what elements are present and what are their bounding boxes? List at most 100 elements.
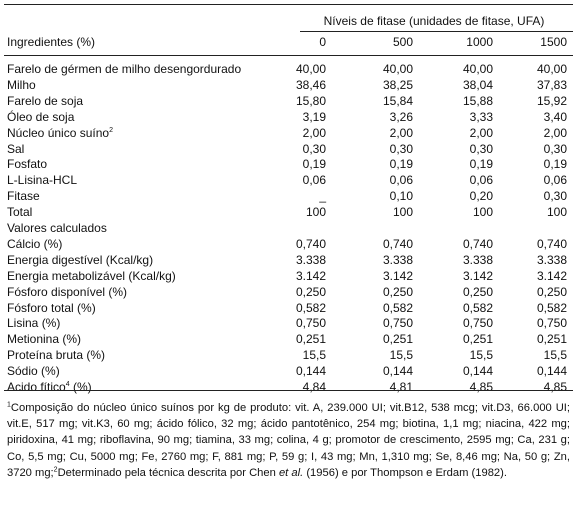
table-cell: 3,33: [469, 109, 493, 124]
row-label-text: Milho: [7, 77, 36, 92]
table-row: Lisina (%) 0,750 0,750 0,750 0,750: [0, 316, 577, 331]
table-cell: 0,251: [295, 332, 326, 347]
table-cell: 2,00: [302, 125, 326, 140]
row-label: Cálcio (%): [7, 237, 62, 252]
row-label: Farelo de gérmen de milho desengordurado: [7, 62, 241, 77]
table-cell: 15,5: [389, 348, 413, 363]
row-label-superscript: 4: [65, 381, 70, 388]
table-cell: 3.142: [462, 268, 493, 283]
table-cell: 0,740: [382, 236, 413, 251]
row-label-text: Metionina (%): [7, 332, 82, 347]
table-cell: 0,06: [302, 173, 326, 188]
table-cell: 0,06: [389, 173, 413, 188]
column-header-0: 0: [319, 35, 326, 49]
table-cell: 2,00: [389, 125, 413, 140]
row-label: Fósforo disponível (%): [7, 285, 127, 300]
row-label-text: Fitase: [7, 189, 40, 204]
table-cell: 3,40: [543, 109, 567, 124]
header-bottom-rule: [4, 55, 573, 56]
table-cell: 0,19: [302, 157, 326, 172]
table-cell: 4,85: [469, 380, 493, 394]
table-cell: 0,30: [389, 141, 413, 156]
footnote-marker-1: 1: [7, 401, 11, 409]
row-label: Sal: [7, 142, 24, 157]
table-cell: 0,750: [295, 316, 326, 331]
table-cell: 0,144: [382, 364, 413, 379]
table-cell: 40,00: [295, 62, 326, 76]
row-label: Milho: [7, 78, 36, 93]
table-row: Valores calculados: [0, 221, 577, 236]
table-cell: 3.338: [295, 252, 326, 267]
table-cell: 0,251: [382, 332, 413, 347]
table-cell: 0,19: [543, 157, 567, 172]
table-cell: 3.338: [382, 252, 413, 267]
table-row: Fitase _ 0,10 0,20 0,30: [0, 189, 577, 204]
ingredients-column-header: Ingredientes (%): [7, 35, 96, 49]
table-cell: _: [319, 189, 326, 204]
table-cell: 0,144: [536, 364, 567, 379]
table-cell: 0,19: [469, 157, 493, 172]
row-label-text: Farelo de soja: [7, 93, 84, 108]
table-row: Farelo de soja 15,80 15,84 15,88 15,92: [0, 94, 577, 109]
table-cell: 3.338: [536, 252, 567, 267]
table-cell: 15,5: [469, 348, 493, 363]
row-label-text: Fósforo total (%): [7, 300, 96, 315]
footnote-text-1: Composição do núcleo único suínos por kg…: [7, 402, 570, 479]
row-label: Sódio (%): [7, 364, 60, 379]
row-label-text: Fosfato: [7, 157, 48, 172]
table-cell: 0,750: [382, 316, 413, 331]
table-cell: 37,83: [536, 77, 567, 92]
table-cell: 0,250: [462, 284, 493, 299]
table-cell: 15,80: [295, 93, 326, 108]
table-row: L-Lisina-HCL 0,06 0,06 0,06 0,06: [0, 173, 577, 188]
table-cell: 40,00: [462, 62, 493, 76]
table-row: Acido fítico4 (%) 4,84 4,81 4,85 4,85: [0, 380, 577, 395]
table-cell: 4,85: [543, 380, 567, 394]
row-label-text: Energia metabolizável (Kcal/kg): [7, 268, 176, 283]
table-cell: 0,582: [382, 300, 413, 315]
row-label-text: Lisina (%): [7, 316, 61, 331]
row-label-text: Óleo de soja: [7, 109, 75, 124]
column-group-header: Níveis de fitase (unidades de fitase, UF…: [323, 14, 545, 28]
footnote-text-2: Determinado pela técnica descrita por Ch…: [57, 466, 279, 479]
table-cell: 38,25: [382, 77, 413, 92]
row-label: Acido fítico4 (%): [7, 380, 92, 395]
row-label: Farelo de soja: [7, 94, 83, 109]
row-label: Lisina (%): [7, 316, 60, 331]
table-row: Farelo de gérmen de milho desengordurado…: [0, 62, 577, 77]
table-cell: 0,250: [295, 284, 326, 299]
table-cell: 15,5: [543, 348, 567, 363]
table-cell: 0,250: [536, 284, 567, 299]
table-cell: 0,144: [462, 364, 493, 379]
footnote-text-3: (1956) e por Thompson e Erdam (1982).: [303, 466, 507, 479]
table-cell: 0,251: [462, 332, 493, 347]
table-cell: 100: [472, 205, 493, 220]
table-cell: 0,740: [536, 236, 567, 251]
table-row: Óleo de soja 3,19 3,26 3,33 3,40: [0, 110, 577, 125]
table-cell: 40,00: [382, 62, 413, 76]
footnote-et-al: et al.: [278, 466, 304, 479]
table-cell: 4,84: [302, 380, 326, 394]
row-label-text: Valores calculados: [7, 221, 107, 235]
row-label-text: L-Lisina-HCL: [7, 173, 78, 188]
table-row: Cálcio (%) 0,740 0,740 0,740 0,740: [0, 237, 577, 252]
table-cell: 0,30: [543, 141, 567, 156]
table-cell: 0,10: [389, 189, 413, 204]
row-label: Óleo de soja: [7, 110, 74, 125]
table-cell: 3.142: [382, 268, 413, 283]
table-cell: 38,04: [462, 77, 493, 92]
table-cell: 3.142: [536, 268, 567, 283]
row-label: Metionina (%): [7, 332, 81, 347]
table-cell: 2,00: [543, 125, 567, 140]
footnote-marker-2: 2: [53, 466, 58, 474]
table-cell: 0,251: [536, 332, 567, 347]
row-label-text: Farelo de gérmen de milho desengordurado: [7, 62, 242, 76]
row-label-text: Total: [7, 205, 33, 220]
table-cell: 0,582: [295, 300, 326, 315]
table-cell: 0,19: [389, 157, 413, 172]
table-cell: 100: [546, 205, 567, 220]
row-label-text: Acido fítico: [7, 380, 66, 394]
row-label: Proteína bruta (%): [7, 348, 105, 363]
table-cell: 3.142: [295, 268, 326, 283]
table-cell: 100: [305, 205, 326, 220]
